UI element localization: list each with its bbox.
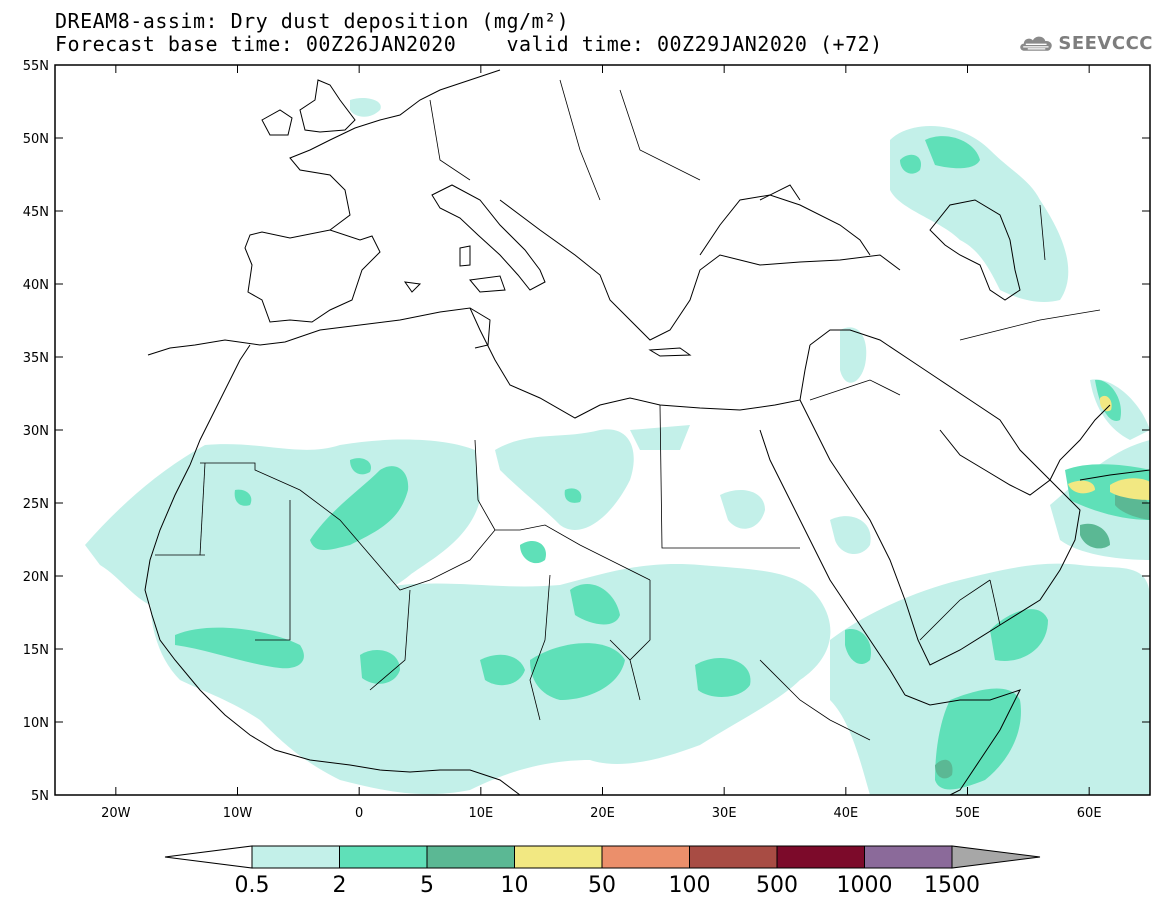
colorbar-legend: 0.5 2 5 10 50 100 500 1000 1500 xyxy=(164,845,1041,898)
colorbar-tick-label: 500 xyxy=(756,873,798,898)
country-borders xyxy=(155,79,1101,741)
colorbar-swatch xyxy=(689,845,778,869)
lon-label: 60E xyxy=(1077,806,1102,821)
colorbar-tick-label: 50 xyxy=(588,873,616,898)
lat-label: 55N xyxy=(23,59,49,74)
colorbar-under-triangle xyxy=(164,845,253,869)
lat-label: 10N xyxy=(23,716,49,731)
colorbar-swatch xyxy=(251,845,340,869)
axis-labels: 55N 50N 45N 40N 35N 30N 25N 20N 15N 10N 5N 20W 10W 0 1… xyxy=(23,59,1102,821)
lat-label: 45N xyxy=(23,205,49,220)
lon-label: 10E xyxy=(468,806,493,821)
colorbar-tick-label: 1500 xyxy=(924,873,980,898)
lat-label: 5N xyxy=(31,789,49,804)
map-title: DREAM8-assim: Dry dust deposition (mg/m²… xyxy=(55,9,570,33)
lon-label: 40E xyxy=(833,806,858,821)
colorbar-swatch xyxy=(601,845,690,869)
colorbar-swatch xyxy=(864,845,953,869)
lat-label: 25N xyxy=(23,497,49,512)
lat-label: 50N xyxy=(23,132,49,147)
cloud-icon xyxy=(1020,36,1052,51)
lon-label: 0 xyxy=(355,806,363,821)
logo-text: SEEVCCC xyxy=(1058,32,1153,54)
colorbar-tick-label: 5 xyxy=(420,873,434,898)
axis-ticks xyxy=(55,64,1150,796)
colorbar-swatch xyxy=(339,845,428,869)
colorbar-swatch xyxy=(514,845,603,869)
colorbar-tick-label: 100 xyxy=(669,873,711,898)
seevccc-logo: SEEVCCC xyxy=(1018,26,1153,60)
colorbar-over-triangle xyxy=(951,845,1041,869)
colorbar-tick-label: 10 xyxy=(501,873,529,898)
coastlines xyxy=(144,69,1150,795)
lat-label: 30N xyxy=(23,424,49,439)
lat-label: 20N xyxy=(23,570,49,585)
colorbar-swatch xyxy=(776,845,865,869)
forecast-time-line: Forecast base time: 00Z26JAN2020 valid t… xyxy=(55,32,883,56)
dust-deposition-shading xyxy=(85,98,1150,795)
colorbar-swatch xyxy=(426,845,515,869)
colorbar-tick-label: 0.5 xyxy=(235,873,270,898)
lat-label: 35N xyxy=(23,351,49,366)
lat-label: 15N xyxy=(23,643,49,658)
lon-label: 10W xyxy=(223,806,253,821)
colorbar-tick-label: 2 xyxy=(333,873,347,898)
lon-label: 50E xyxy=(955,806,980,821)
lon-label: 20W xyxy=(101,806,131,821)
lon-label: 20E xyxy=(590,806,615,821)
lon-label: 30E xyxy=(712,806,737,821)
colorbar-tick-label: 1000 xyxy=(837,873,893,898)
lat-label: 40N xyxy=(23,278,49,293)
